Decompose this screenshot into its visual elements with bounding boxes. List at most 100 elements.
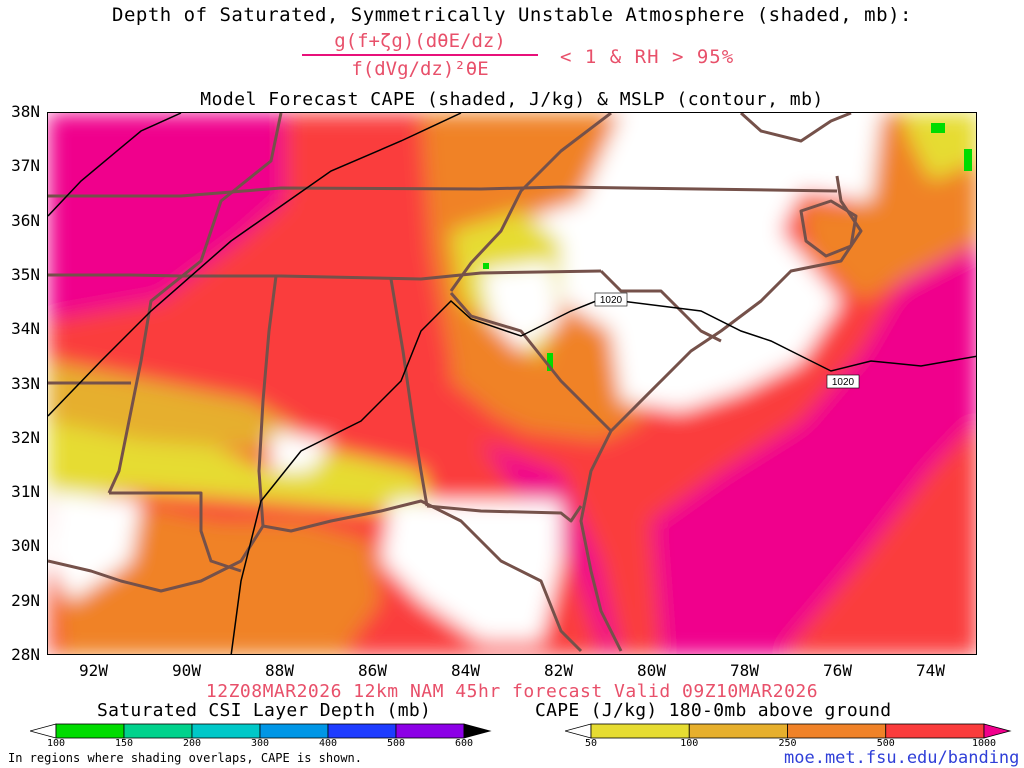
chesapeake: [739, 113, 852, 143]
lat-label: 34N: [11, 319, 40, 339]
border-nc-sc: [599, 269, 722, 343]
cape-white-sw: [48, 491, 141, 601]
colorbar-tick-label: 1000: [971, 738, 997, 749]
criterion-numerator: g(f+ζg)(dθE/dz): [334, 30, 506, 52]
lon-label: 76W: [823, 661, 852, 680]
lat-label: 29N: [11, 590, 40, 610]
lon-label: 74W: [916, 661, 945, 680]
colorbar-tick-label: 500: [876, 738, 895, 749]
lat-label: 30N: [11, 536, 40, 556]
cape-orange-ga: [451, 321, 601, 431]
map-svg: 1020 1020: [48, 113, 976, 654]
criterion-fraction: g(f+ζg)(dθE/dz) f(dVg/dz)²θE: [300, 28, 540, 82]
colorbar-swatch: [327, 723, 397, 739]
mslp-contour-1020: [230, 299, 976, 654]
colorbar-swatch: [55, 723, 125, 739]
lon-label: 86W: [358, 661, 387, 680]
cape-yellow-sw: [48, 421, 431, 511]
cape-magenta-center: [481, 441, 621, 651]
lat-label: 35N: [11, 264, 40, 284]
gulf-coast: [48, 499, 583, 653]
csi-colorbar-title: Saturated CSI Layer Depth (mb): [97, 700, 432, 721]
border-ms-al: [257, 275, 278, 527]
criterion-denominator: f(dVg/dz)²θE: [351, 58, 489, 80]
colorbar-swatch: [259, 723, 329, 739]
lat-label: 31N: [11, 482, 40, 502]
mslp-label-box-1: [594, 292, 628, 307]
colorbar-swatch: [885, 723, 985, 739]
border-fl-north: [426, 504, 583, 523]
colorbar-end-low: [565, 723, 592, 739]
lon-label: 92W: [79, 661, 108, 680]
overlap-note: In regions where shading overlaps, CAPE …: [8, 751, 363, 765]
colorbar-end-high: [463, 723, 492, 739]
colorbar-tick-label: 150: [114, 738, 134, 749]
border-tn-south: [48, 269, 602, 281]
lat-label: 38N: [11, 102, 40, 121]
cape-colorbar-title: CAPE (J/kg) 180-0mb above ground: [535, 700, 892, 721]
cape-colorbar: [565, 723, 1012, 739]
lat-label: 37N: [11, 156, 40, 176]
colorbar-tick-label: 100: [680, 738, 699, 749]
lon-label: 84W: [451, 661, 480, 680]
mslp-label-1: 1020: [600, 295, 623, 306]
map-plot-area: 1020 1020: [47, 112, 977, 655]
political-boundaries: [48, 113, 863, 653]
colorbar-swatch: [688, 723, 788, 739]
border-al-ga: [389, 278, 429, 507]
lat-label: 33N: [11, 373, 40, 393]
chart-title: Depth of Saturated, Symmetrically Unstab…: [112, 4, 912, 26]
criterion-condition: < 1 & RH > 95%: [560, 46, 735, 68]
csi-colorbar: [30, 723, 492, 739]
colorbar-tick-label: 600: [454, 738, 474, 749]
lon-label: 78W: [730, 661, 759, 680]
appalachian-ridge: [449, 113, 612, 292]
lon-label: 80W: [637, 661, 666, 680]
cape-yellow-ne: [901, 113, 976, 181]
mississippi-river: [107, 113, 283, 494]
colorbar-tick-label: 250: [778, 738, 797, 749]
forecast-valid-line: 12Z08MAR2026 12km NAM 45hr forecast Vali…: [205, 681, 819, 702]
cape-shading: [48, 113, 976, 654]
border-tn-north: [48, 185, 838, 198]
chart-subtitle: Model Forecast CAPE (shaded, J/kg) & MSL…: [200, 89, 824, 110]
border-la-ms: [109, 491, 242, 573]
colorbar-tick-label: 500: [386, 738, 406, 749]
cape-white-gulf: [381, 501, 561, 641]
site-link[interactable]: moe.met.fsu.edu/banding: [784, 748, 1020, 768]
mslp-contours: [48, 113, 976, 654]
colorbar-swatch: [123, 723, 193, 739]
colorbar-end-high: [983, 723, 1012, 739]
colorbar-tick-label: 200: [182, 738, 202, 749]
cape-orange-nc-coast: [801, 201, 861, 261]
mslp-label-2: 1020: [832, 377, 855, 388]
cape-magenta-nw: [48, 113, 286, 321]
colorbar-end-low: [30, 723, 57, 739]
lat-label: 28N: [11, 645, 40, 664]
cape-magenta-east: [651, 242, 976, 654]
cape-white-carolinas: [471, 113, 881, 411]
colorbar-tick-label: 50: [584, 738, 598, 749]
csi-patch-ne: [931, 123, 945, 133]
mslp-label-box-2: [826, 374, 860, 389]
colorbar-tick-label: 100: [46, 738, 66, 749]
border-ga-sc: [449, 292, 613, 433]
lon-label: 90W: [172, 661, 201, 680]
lat-label: 36N: [11, 210, 40, 230]
lon-label: 82W: [544, 661, 573, 680]
csi-patch-ne2: [964, 149, 972, 171]
lon-label: 88W: [265, 661, 294, 680]
lat-label: 32N: [11, 427, 40, 447]
colorbar-swatch: [787, 723, 887, 739]
mslp-contour-1020-nw: [48, 113, 182, 217]
nc-outer-banks: [799, 199, 858, 258]
fraction-bar: [302, 54, 538, 56]
colorbar-swatch: [590, 723, 690, 739]
colorbar-tick-label: 400: [318, 738, 338, 749]
colorbar-swatch: [395, 723, 465, 739]
mslp-contour-northwest: [48, 113, 462, 417]
csi-patch-ga: [483, 263, 489, 269]
csi-patch-sc: [547, 353, 553, 371]
colorbar-tick-label: 300: [250, 738, 270, 749]
colorbar-swatch: [191, 723, 261, 739]
